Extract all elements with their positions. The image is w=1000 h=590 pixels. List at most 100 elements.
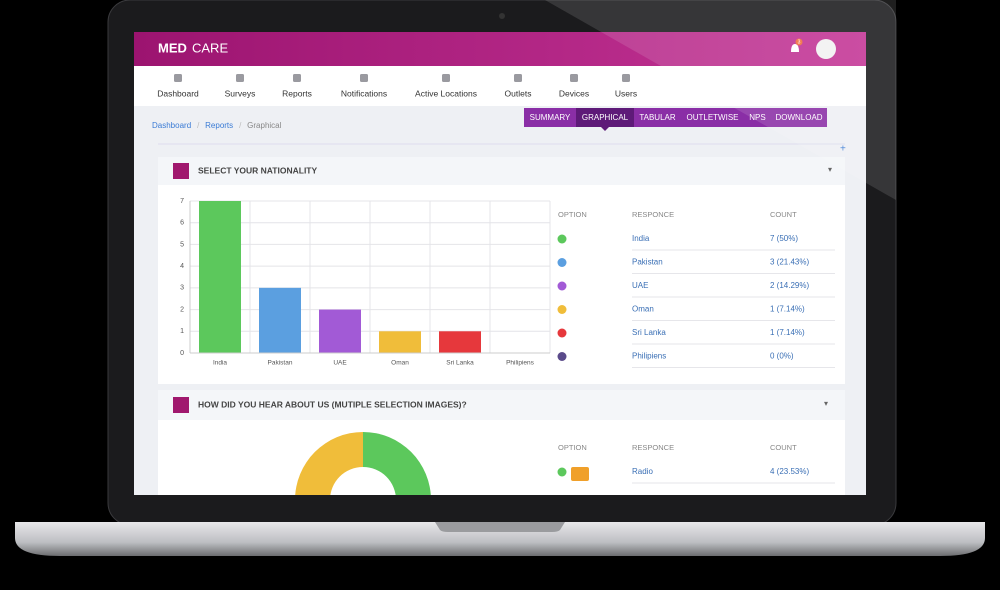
- option-dot: [557, 352, 567, 361]
- badge-count: 3: [798, 39, 801, 45]
- option-dot: [557, 234, 567, 244]
- panel-icon: [173, 163, 189, 179]
- panel-title: SELECT YOUR NATIONALITY: [198, 165, 317, 175]
- bar: [439, 331, 481, 353]
- y-tick-label: 7: [180, 198, 184, 205]
- y-tick-label: 5: [180, 241, 184, 248]
- donut-segment: [295, 432, 363, 495]
- table-header: COUNT: [770, 210, 797, 219]
- table-header: OPTION: [558, 443, 587, 452]
- laptop-base: [15, 522, 985, 556]
- tab[interactable]: [524, 108, 576, 127]
- responce: Radio: [632, 467, 653, 476]
- panel-title: HOW DID YOU HEAR ABOUT US (MUTIPLE SELEC…: [198, 399, 467, 409]
- nav-icon: [622, 74, 630, 82]
- tab[interactable]: [576, 108, 634, 127]
- nav-icon: [360, 74, 368, 82]
- tab[interactable]: [681, 108, 744, 127]
- y-tick-label: 0: [180, 350, 184, 357]
- table-header: OPTION: [558, 210, 587, 219]
- tab-label[interactable]: SUMMARY: [530, 113, 571, 122]
- bar: [259, 287, 301, 353]
- count: 2 (14.29%): [770, 281, 809, 290]
- panel-header: [158, 157, 845, 185]
- nav-item[interactable]: Devices: [559, 88, 589, 98]
- breadcrumb-item: Graphical: [247, 121, 281, 130]
- tab-label[interactable]: TABULAR: [639, 113, 676, 122]
- nav-icon: [442, 74, 450, 82]
- table-header: RESPONCE: [632, 443, 674, 452]
- bar: [379, 331, 421, 353]
- notch: [435, 522, 565, 532]
- option-dot: [557, 328, 567, 338]
- y-tick-label: 1: [180, 328, 184, 335]
- responce: UAE: [632, 281, 648, 290]
- breadcrumb-item[interactable]: Reports: [205, 121, 233, 130]
- nav-item[interactable]: Notifications: [341, 88, 387, 98]
- option-dot: [557, 467, 567, 477]
- option-dot: [557, 281, 567, 291]
- badge: [795, 38, 803, 46]
- nav-item[interactable]: Surveys: [225, 88, 256, 98]
- panel-icon: [173, 397, 189, 413]
- brand: CARE: [192, 40, 228, 55]
- bar: [199, 201, 241, 353]
- x-tick-label: Sri Lanka: [446, 360, 474, 367]
- option-dot: [557, 258, 567, 267]
- breadcrumb-sep: /: [197, 121, 200, 130]
- responce: Sri Lanka: [632, 328, 666, 337]
- count: 7 (50%): [770, 234, 798, 243]
- screen: MED CARE 3 SELECT YOUR NATIONALITY ▾ + H…: [134, 32, 866, 495]
- bell-icon[interactable]: [791, 44, 799, 52]
- nav-item[interactable]: Active Locations: [415, 88, 477, 98]
- count: 4 (23.53%): [770, 467, 809, 476]
- tab-label[interactable]: GRAPHICAL: [582, 113, 629, 122]
- tab-label[interactable]: DOWNLOAD: [775, 113, 822, 122]
- panel-header: [158, 390, 845, 420]
- tab-pointer: [601, 127, 609, 131]
- x-tick-label: Philipiens: [506, 360, 535, 367]
- x-tick-label: UAE: [333, 360, 347, 367]
- count: 0 (0%): [770, 352, 794, 361]
- nav-icon: [514, 74, 522, 82]
- breadcrumb-item[interactable]: Dashboard: [152, 121, 191, 130]
- donut-segment: [363, 432, 431, 495]
- responce: Pakistan: [632, 258, 663, 267]
- nav-item[interactable]: Outlets: [505, 88, 532, 98]
- tab[interactable]: [771, 108, 827, 127]
- collapse-icon[interactable]: ▾: [828, 165, 832, 174]
- nav-item[interactable]: Reports: [282, 88, 312, 98]
- y-tick-label: 3: [180, 285, 184, 292]
- tab-label[interactable]: OUTLETWISE: [686, 113, 738, 122]
- top-bar: [134, 32, 866, 66]
- x-tick-label: Oman: [391, 360, 409, 367]
- add-icon[interactable]: +: [840, 144, 846, 155]
- nav-icon: [570, 74, 578, 82]
- count: 1 (7.14%): [770, 305, 805, 314]
- camera: [499, 13, 505, 19]
- y-tick-label: 6: [180, 220, 184, 227]
- tab-label[interactable]: NPS: [749, 113, 765, 122]
- y-tick-label: 2: [180, 306, 184, 313]
- nav-item[interactable]: Users: [615, 88, 637, 98]
- collapse-icon[interactable]: ▾: [824, 399, 828, 408]
- avatar[interactable]: [816, 39, 836, 59]
- table-header: RESPONCE: [632, 210, 674, 219]
- brand-bold: MED: [158, 40, 187, 55]
- x-tick-label: India: [213, 360, 227, 367]
- tab[interactable]: [634, 108, 681, 127]
- responce: Philipiens: [632, 352, 666, 361]
- glare: [545, 0, 896, 200]
- nav-item[interactable]: Dashboard: [157, 88, 199, 98]
- responce: Oman: [632, 305, 654, 314]
- x-tick-label: Pakistan: [268, 360, 293, 367]
- nav-icon: [293, 74, 301, 82]
- table-header: COUNT: [770, 443, 797, 452]
- count: 3 (21.43%): [770, 258, 809, 267]
- tab[interactable]: [744, 108, 771, 127]
- nav-icon: [236, 74, 244, 82]
- nav-bar: [134, 66, 866, 106]
- responce: India: [632, 234, 650, 243]
